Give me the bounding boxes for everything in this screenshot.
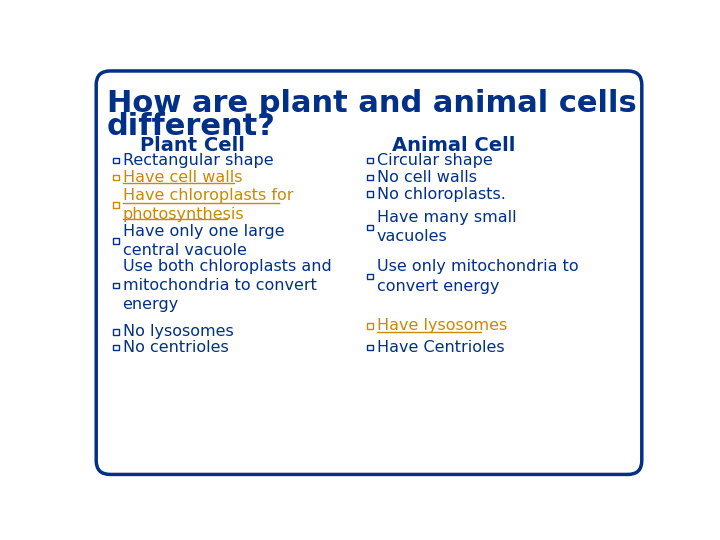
Text: different?: different? — [107, 112, 276, 141]
Text: Animal Cell: Animal Cell — [392, 136, 516, 154]
Bar — [367, 274, 373, 279]
Text: No cell walls: No cell walls — [377, 170, 477, 185]
Text: No chloroplasts.: No chloroplasts. — [377, 187, 505, 201]
Text: Rectangular shape: Rectangular shape — [122, 153, 273, 168]
FancyBboxPatch shape — [96, 71, 642, 475]
Bar — [367, 158, 373, 163]
Bar — [367, 323, 373, 328]
Bar — [367, 174, 373, 180]
Text: Have lysosomes: Have lysosomes — [377, 318, 507, 333]
Bar — [367, 192, 373, 197]
Text: No lysosomes: No lysosomes — [122, 325, 233, 340]
Bar — [113, 345, 119, 350]
Bar — [113, 202, 119, 208]
Bar — [113, 239, 119, 244]
Bar — [367, 345, 373, 350]
Text: No centrioles: No centrioles — [122, 340, 228, 355]
Text: Use only mitochondria to
convert energy: Use only mitochondria to convert energy — [377, 259, 578, 294]
Text: Use both chloroplasts and
mitochondria to convert
energy: Use both chloroplasts and mitochondria t… — [122, 259, 331, 313]
Bar — [113, 158, 119, 163]
Text: Have many small
vacuoles: Have many small vacuoles — [377, 210, 516, 245]
Text: Have cell walls: Have cell walls — [122, 170, 242, 185]
Text: Plant Cell: Plant Cell — [140, 136, 246, 154]
Text: Have chloroplasts for
photosynthesis: Have chloroplasts for photosynthesis — [122, 188, 293, 222]
Bar — [113, 283, 119, 288]
Text: Have only one large
central vacuole: Have only one large central vacuole — [122, 224, 284, 258]
Text: How are plant and animal cells: How are plant and animal cells — [107, 90, 636, 118]
Bar — [113, 329, 119, 335]
Bar — [367, 225, 373, 230]
Text: Circular shape: Circular shape — [377, 153, 492, 168]
Bar — [113, 174, 119, 180]
Text: Have Centrioles: Have Centrioles — [377, 340, 505, 355]
